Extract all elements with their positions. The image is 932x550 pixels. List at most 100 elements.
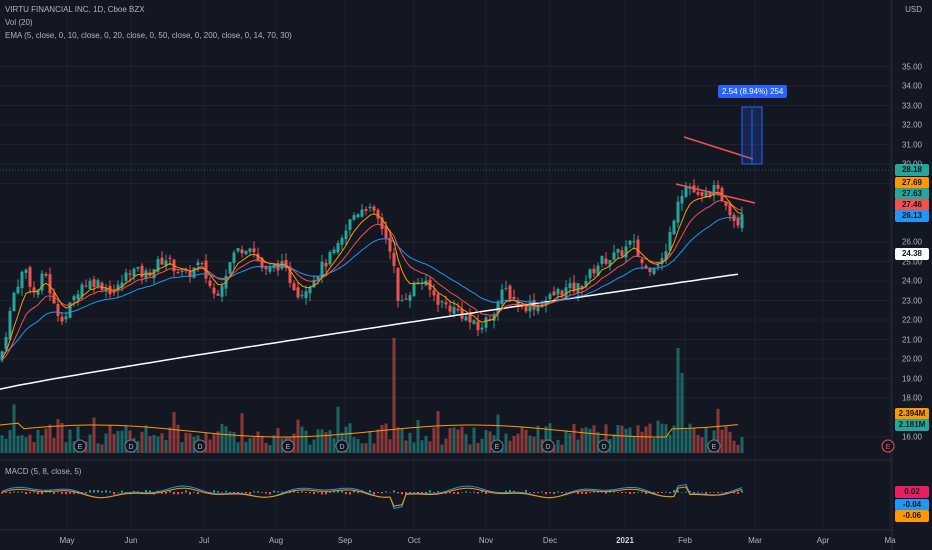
candle-body [16, 286, 20, 294]
time-tick-label: Aug [268, 536, 284, 545]
event-marker[interactable]: E [490, 439, 504, 453]
candle-body [508, 285, 512, 300]
macd-histogram-bar [217, 491, 219, 493]
volume-bar [116, 431, 120, 453]
macd-histogram-bar [633, 492, 635, 494]
macd-histogram-bar [181, 492, 183, 494]
macd-histogram-bar [149, 490, 151, 493]
macd-histogram-bar [461, 492, 463, 493]
volume-bar [124, 425, 128, 453]
candle-body [112, 291, 116, 293]
candle-body [552, 291, 556, 296]
event-marker[interactable]: E [707, 439, 721, 453]
volume-legend[interactable]: Vol (20) [5, 18, 33, 27]
volume-bar [96, 443, 100, 453]
candle-body [144, 270, 148, 279]
macd-histogram-bar [105, 490, 107, 493]
volume-bar [488, 431, 492, 453]
volume-bar [236, 442, 240, 453]
candle-body [484, 317, 488, 328]
candle-body [364, 208, 368, 211]
candle-body [392, 252, 396, 266]
macd-histogram-bar [577, 492, 579, 494]
volume-bar [112, 434, 116, 453]
macd-histogram-bar [629, 492, 631, 495]
event-marker[interactable]: D [541, 439, 555, 453]
price-tick-label: 25.00 [901, 257, 922, 266]
macd-histogram-bar [465, 491, 467, 493]
macd-histogram-bar [253, 491, 255, 493]
price-tick-label: 18.00 [901, 393, 922, 403]
volume-bar [532, 436, 536, 453]
macd-legend[interactable]: MACD (5, 8, close, 5) [5, 467, 82, 476]
event-marker[interactable]: D [193, 439, 207, 453]
macd-histogram-bar [533, 492, 535, 493]
volume-bar [36, 430, 40, 453]
macd-histogram-bar [249, 492, 251, 495]
event-marker[interactable]: E [281, 439, 295, 453]
svg-text:D: D [128, 444, 133, 451]
time-tick-label: Nov [478, 536, 494, 545]
volume-bar [424, 435, 428, 453]
candle-body [380, 217, 384, 230]
candle-body [128, 273, 132, 275]
volume-bar [320, 429, 324, 453]
candle-body [228, 262, 232, 274]
volume-bar [504, 433, 508, 453]
volume-bar [592, 425, 596, 453]
svg-text:E: E [78, 444, 83, 451]
macd-histogram-bar [133, 490, 135, 493]
macd-histogram-bar [637, 491, 639, 493]
macd-histogram-bar [585, 492, 587, 495]
candle-body [176, 272, 180, 274]
macd-pane [1, 483, 743, 509]
candle-body [340, 237, 344, 245]
macd-histogram-bar [273, 490, 275, 493]
macd-histogram-bar [657, 492, 659, 494]
macd-histogram-bar [469, 491, 471, 493]
volume-bar [52, 437, 56, 453]
volume-bar [404, 440, 408, 453]
macd-histogram-bar [269, 492, 271, 495]
candle-body [712, 185, 716, 196]
event-marker[interactable]: D [597, 439, 611, 453]
candle-body [716, 184, 720, 189]
price-badge: 27.63 [895, 188, 929, 200]
macd-histogram-bar [561, 492, 563, 494]
symbol-legend[interactable]: VIRTU FINANCIAL INC, 1D, Cboe BZX [5, 5, 145, 14]
event-marker[interactable]: D [124, 439, 138, 453]
volume-bar [400, 428, 404, 453]
macd-histogram-bar [37, 492, 39, 495]
macd-histogram-bar [93, 490, 95, 493]
price-badge: 28.18 [895, 164, 929, 176]
macd-histogram-bar [369, 490, 371, 493]
event-marker[interactable]: D [335, 439, 349, 453]
macd-histogram-bar [353, 490, 355, 493]
svg-text:E: E [286, 444, 291, 451]
macd-histogram-bar [301, 491, 303, 493]
event-marker[interactable]: E [881, 439, 895, 453]
volume-bar [220, 423, 224, 453]
candle-body [652, 268, 656, 274]
candle-body [24, 269, 28, 273]
ema-legend[interactable]: EMA (5, close, 0, 10, close, 0, 20, clos… [5, 31, 292, 40]
macd-histogram-bar [41, 492, 43, 495]
macd-histogram-bar [565, 491, 567, 493]
volume-bar [276, 428, 280, 453]
candle-body [612, 252, 616, 260]
candle-body [336, 242, 340, 253]
volume-bar [596, 432, 600, 453]
volume-bar [624, 428, 628, 453]
volume-bar [660, 423, 664, 453]
candle-body [100, 282, 104, 290]
macd-histogram-bar [641, 491, 643, 493]
event-marker[interactable]: E [73, 439, 87, 453]
macd-histogram-bar [673, 490, 675, 493]
macd-histogram-bar [309, 492, 311, 494]
macd-histogram-bar [409, 492, 411, 494]
candle-body [140, 265, 144, 278]
candle-body [368, 206, 372, 209]
measure-label: 2.54 (8.94%) 254 [718, 85, 788, 98]
volume-bar [176, 424, 180, 453]
